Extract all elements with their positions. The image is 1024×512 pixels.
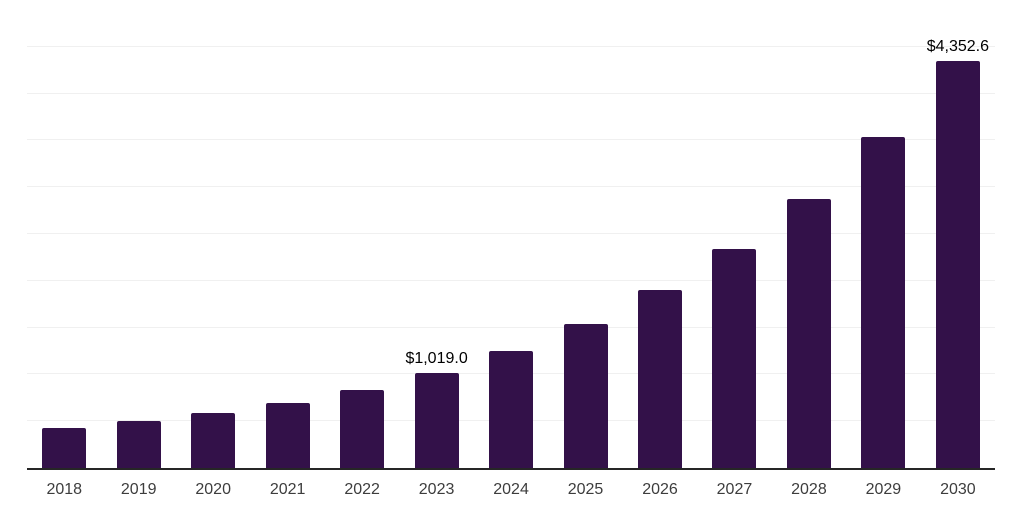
bar-slot-2019 bbox=[101, 0, 175, 468]
bar-2019 bbox=[116, 420, 161, 468]
plot-area: $1,019.0 $4,352.6 bbox=[27, 0, 995, 470]
data-label-2023: $1,019.0 bbox=[405, 349, 468, 367]
x-tick-2020: 2020 bbox=[195, 481, 231, 498]
gridline-3000 bbox=[27, 186, 995, 188]
x-axis-tick-labels: 2018 2019 2020 2021 2022 2023 2024 2025 2026 2027… bbox=[27, 481, 995, 499]
gridline-1500 bbox=[27, 326, 995, 328]
x-tick-2022: 2022 bbox=[344, 481, 380, 498]
bar-2027 bbox=[712, 249, 757, 468]
gridline-4500 bbox=[27, 45, 995, 47]
x-tick-2018: 2018 bbox=[46, 481, 83, 498]
bar-slot-2030: $4,352.6 bbox=[921, 0, 995, 468]
x-tick-2019: 2019 bbox=[120, 481, 157, 498]
bar-slot-2021 bbox=[250, 0, 324, 468]
bar-slot-2023: $1,019.0 bbox=[399, 0, 473, 468]
bar-slot-2027 bbox=[697, 0, 771, 468]
x-axis-line bbox=[27, 468, 995, 470]
x-tick-2028: 2028 bbox=[791, 481, 827, 498]
x-tick-2024: 2024 bbox=[493, 481, 529, 498]
bar-slot-2020 bbox=[176, 0, 250, 468]
gridline-2000 bbox=[27, 279, 995, 281]
bar-2024 bbox=[489, 350, 534, 468]
bar-2028 bbox=[786, 199, 831, 468]
gridline-3500 bbox=[27, 139, 995, 141]
bar-slot-2025 bbox=[548, 0, 622, 468]
gridline-2500 bbox=[27, 233, 995, 234]
bar-series: $1,019.0 $4,352.6 bbox=[27, 0, 995, 468]
bar-2023 bbox=[414, 372, 459, 468]
x-tick-2029: 2029 bbox=[865, 481, 902, 498]
bar-2020 bbox=[191, 412, 236, 468]
bar-2029 bbox=[861, 136, 906, 468]
x-tick-2030: 2030 bbox=[940, 481, 976, 498]
x-tick-2023: 2023 bbox=[418, 481, 455, 498]
x-tick-2025: 2025 bbox=[567, 481, 604, 498]
bar-2021 bbox=[265, 402, 310, 468]
bar-2030 bbox=[935, 60, 980, 468]
x-tick-2026: 2026 bbox=[642, 481, 678, 498]
bar-slot-2024 bbox=[474, 0, 548, 468]
bar-slot-2026 bbox=[623, 0, 697, 468]
bar-slot-2022 bbox=[325, 0, 399, 468]
x-tick-2027: 2027 bbox=[716, 481, 753, 498]
bar-2022 bbox=[340, 390, 385, 468]
bar-2025 bbox=[563, 323, 608, 468]
gridline-4000 bbox=[27, 92, 995, 94]
bar-2026 bbox=[637, 290, 682, 468]
bar-slot-2029 bbox=[846, 0, 920, 468]
bar-2018 bbox=[42, 428, 87, 468]
x-tick-2021: 2021 bbox=[269, 481, 306, 498]
bar-slot-2028 bbox=[772, 0, 846, 468]
data-label-2030: $4,352.6 bbox=[926, 37, 989, 55]
bar-slot-2018 bbox=[27, 0, 101, 468]
